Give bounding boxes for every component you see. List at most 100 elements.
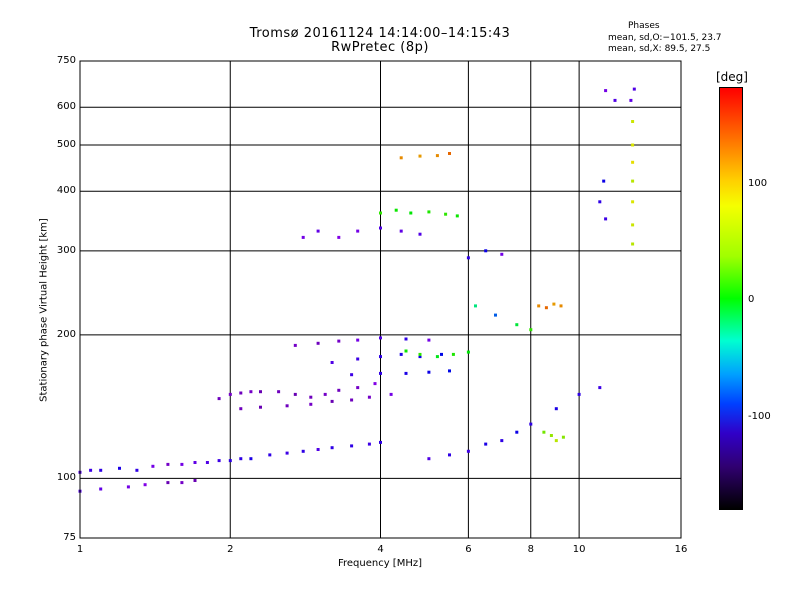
echo-point <box>217 459 221 463</box>
echo-point <box>629 98 633 102</box>
y-tick-label: 500 <box>56 138 76 150</box>
echo-point <box>444 212 448 216</box>
x-tick-label: 16 <box>674 544 688 555</box>
echo-point <box>418 154 422 158</box>
echo-point <box>356 229 360 233</box>
echo-point <box>285 404 289 408</box>
echo-point <box>99 487 103 491</box>
y-tick-label: 75 <box>63 532 76 543</box>
echo-point <box>399 352 403 356</box>
echo-point <box>151 464 155 468</box>
echo-point <box>515 323 519 327</box>
echo-point <box>604 217 608 221</box>
colorbar-tick-label: -100 <box>748 411 771 422</box>
colorbar-tick-label: 100 <box>748 178 768 189</box>
phases-title: Phases <box>628 21 660 31</box>
echo-point <box>239 407 243 411</box>
echo-point <box>435 355 439 359</box>
echo-point <box>330 399 334 403</box>
echo-point <box>259 390 262 394</box>
echo-point <box>418 232 422 236</box>
x-tick-label: 10 <box>572 544 586 555</box>
y-tick-label: 100 <box>56 472 76 484</box>
echo-point <box>316 341 320 345</box>
echo-point <box>379 211 382 215</box>
echo-point <box>379 440 382 444</box>
echo-point <box>193 461 197 464</box>
colorbar-tick-label: 0 <box>748 294 755 305</box>
echo-point <box>484 249 488 253</box>
echo-point <box>337 388 341 392</box>
echo-point <box>561 435 565 439</box>
x-tick-label: 2 <box>227 544 234 555</box>
echo-point <box>217 397 221 401</box>
echo-point <box>427 457 431 461</box>
echo-point <box>350 373 354 377</box>
echo-point <box>356 386 360 390</box>
echo-point <box>602 179 606 183</box>
echo-point <box>350 398 354 402</box>
echo-point <box>350 444 354 448</box>
echo-point <box>484 442 488 446</box>
echo-point <box>598 386 602 390</box>
y-axis-label: Stationary phase Virtual Height [km] <box>38 218 50 402</box>
echo-point <box>356 338 360 342</box>
echo-point <box>404 337 408 341</box>
echo-point <box>427 338 431 342</box>
x-tick-label: 1 <box>76 544 84 555</box>
echo-point <box>399 229 403 233</box>
colorbar-unit: [deg] <box>716 70 748 84</box>
x-tick-label: 4 <box>377 544 384 555</box>
echo-point <box>379 336 382 340</box>
echo-point <box>89 468 93 472</box>
echo-point <box>193 479 197 482</box>
echo-point <box>389 392 393 396</box>
echo-point <box>448 369 451 373</box>
echo-point <box>598 200 602 204</box>
echo-point <box>239 457 243 461</box>
echo-point <box>577 392 581 396</box>
y-tick-label: 300 <box>56 244 76 256</box>
echo-point <box>409 211 413 215</box>
echo-point <box>440 352 443 356</box>
echo-point <box>99 468 103 472</box>
echo-point <box>631 223 635 227</box>
echo-point <box>604 89 608 93</box>
echo-point <box>631 143 635 147</box>
echo-point <box>205 461 209 464</box>
echo-point <box>537 304 541 308</box>
echo-point <box>180 481 184 485</box>
echo-point <box>631 242 635 246</box>
echo-point <box>466 350 470 354</box>
echo-point <box>448 152 451 155</box>
echo-point <box>166 462 170 466</box>
echo-point <box>455 214 459 218</box>
y-tick-label: 400 <box>56 185 76 197</box>
plot-frame <box>79 60 682 539</box>
echo-point <box>435 154 439 158</box>
echo-point <box>418 355 422 359</box>
echo-point <box>309 395 313 399</box>
echo-point <box>316 229 320 233</box>
echo-point <box>552 302 556 306</box>
y-tick-label: 750 <box>56 55 76 66</box>
echo-point <box>500 252 504 256</box>
echo-point <box>427 210 431 214</box>
echo-point <box>448 453 451 457</box>
echo-point <box>316 448 320 451</box>
echo-point <box>474 304 477 308</box>
echo-point <box>466 256 470 260</box>
echo-point <box>373 382 377 386</box>
echo-point <box>529 422 533 426</box>
echo-point <box>249 457 253 461</box>
echo-point <box>228 392 232 396</box>
echo-point <box>631 120 635 123</box>
echo-points <box>78 87 636 493</box>
echo-point <box>559 304 563 308</box>
echo-point <box>451 352 455 356</box>
x-axis-label: Frequency [MHz] <box>337 558 423 569</box>
echo-point <box>367 395 371 399</box>
echo-point <box>549 434 553 437</box>
echo-point <box>309 402 313 406</box>
echo-point <box>259 405 262 409</box>
